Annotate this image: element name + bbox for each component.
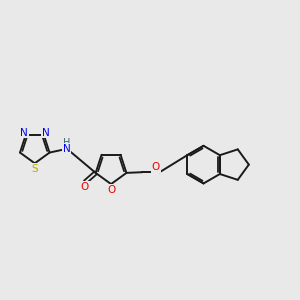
- Text: O: O: [152, 162, 160, 172]
- Text: N: N: [42, 128, 50, 137]
- Text: S: S: [32, 164, 38, 174]
- Text: H: H: [63, 138, 70, 148]
- Text: N: N: [20, 128, 28, 137]
- Text: O: O: [80, 182, 89, 192]
- Text: N: N: [63, 144, 70, 154]
- Text: O: O: [107, 185, 115, 195]
